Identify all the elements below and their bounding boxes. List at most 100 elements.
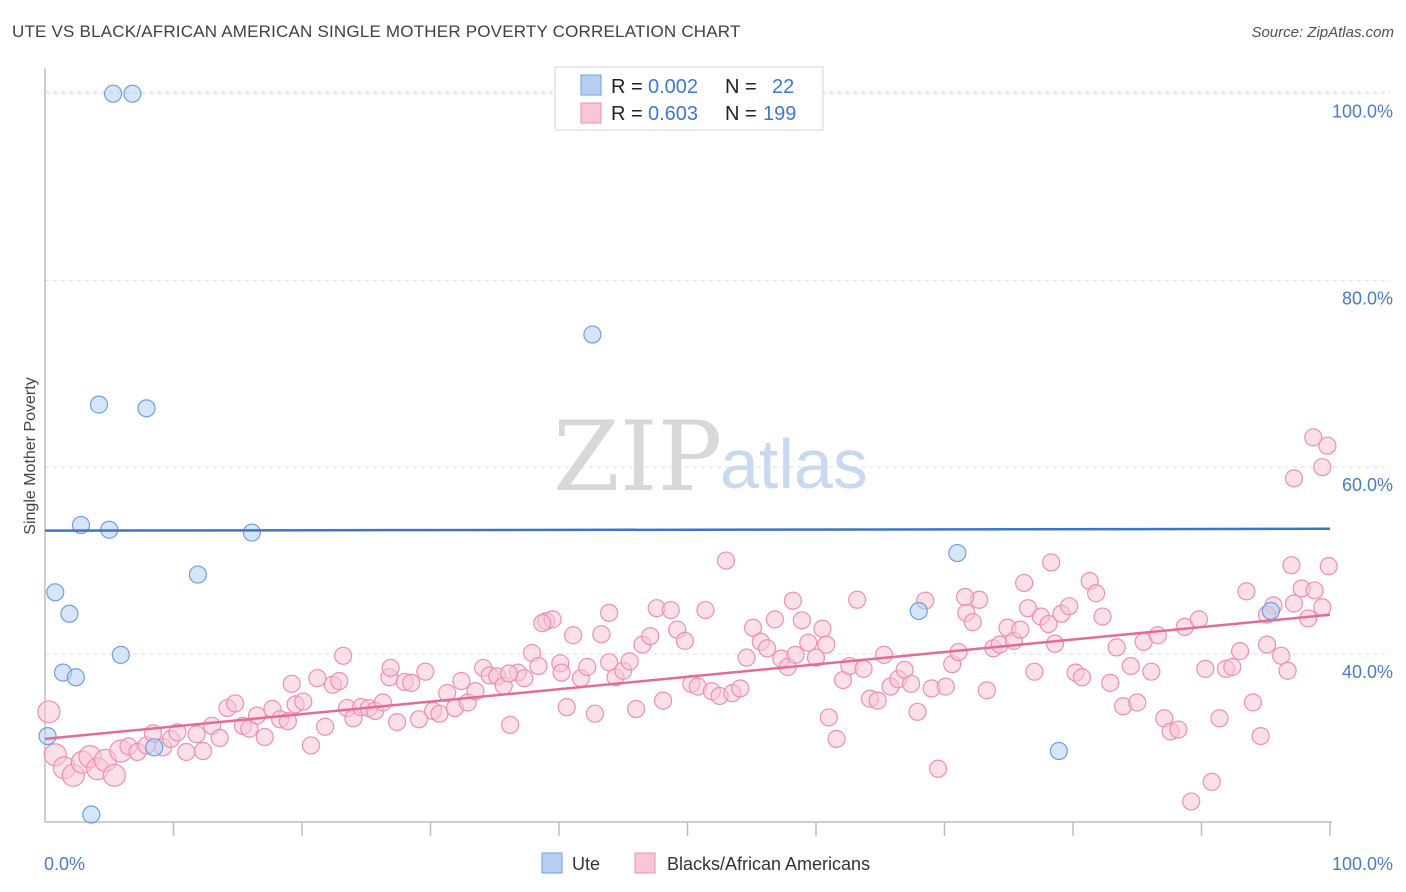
legend-r-label-blacks: R = [611,103,643,125]
blacks-point-189 [955,587,975,607]
ute-point-21 [82,805,101,824]
blacks-point-182 [1304,428,1323,447]
blacks-point-35 [316,717,335,736]
legend-swatch-blacks [580,102,602,124]
ute-point-13 [66,668,85,687]
blacks-point-187 [1015,573,1034,593]
blacks-point-65 [529,656,548,676]
legend-r-label-ute: R = [611,76,643,98]
blacks-point-32 [294,692,313,711]
legend-bottom-label-ute: Ute [572,854,600,874]
blacks-point-190 [783,591,802,610]
legend-n-value-ute: 22 [772,76,794,98]
blacks-point-168 [1237,582,1256,601]
blacks-point-73 [585,704,605,723]
blacks-point-112 [854,659,873,678]
blacks-point-163 [1202,772,1221,791]
blacks-point-79 [626,699,646,719]
blacks-point-181 [1284,469,1304,488]
ute-point-3 [583,325,602,344]
legend-bottom-swatch-ute [541,852,563,874]
legend-bottom-swatch-blacks [634,852,656,874]
ute-point-16 [145,738,164,757]
y-tick-labels: 40.0% 60.0% 80.0% 100.0% [1332,102,1393,682]
blacks-point-81 [641,627,660,646]
blacks-point-149 [1107,638,1126,657]
blacks-point-17 [177,742,196,762]
ute-point-19 [1049,741,1068,761]
source-label: Source: ZipAtlas.com [1251,24,1394,41]
chart-title: UTE VS BLACK/AFRICAN AMERICAN SINGLE MOT… [12,22,741,41]
y-tick-label-100: 100.0% [1332,102,1393,122]
blacks-point-194 [282,674,301,693]
blacks-point-197 [533,614,552,633]
blacks-point-49 [416,662,435,681]
blacks-point-63 [515,669,534,688]
blacks-point-48 [409,710,429,729]
ute-point-20 [1261,601,1280,621]
blacks-point-98 [758,639,777,658]
blacks-point-142 [1060,597,1079,616]
legend-top: R = 0.002 N = 22 R = 0.603 N = 199 [554,66,824,131]
legend-n-label-ute: N = [725,76,757,98]
blacks-point-196 [552,663,571,682]
blacks-point-21 [210,728,229,748]
blacks-point-183 [1313,458,1332,477]
blacks-point-86 [675,631,695,650]
blacks-point-185 [1282,556,1301,575]
blacks-point-115 [875,645,894,664]
blacks-point-94 [731,679,750,698]
blacks-point-111 [848,590,867,609]
blacks-point-89 [696,600,715,620]
legend-n-label-blacks: N = [725,103,757,125]
blacks-point-37 [330,671,349,691]
blacks-point-175 [1284,594,1304,613]
blacks-point-174 [1278,661,1297,680]
blacks-point-152 [1128,693,1147,712]
y-tick-label-40: 40.0% [1342,662,1393,682]
blacks-point-95 [737,648,756,667]
x-ticks [172,822,1331,836]
blacks-point-47 [402,673,421,692]
blacks-point-162 [1196,659,1215,678]
blacks-point-33 [301,736,321,755]
blacks-point-43 [373,693,393,712]
blacks-point-146 [1087,584,1106,603]
ute-point-17 [948,543,967,563]
blacks-point-144 [1072,668,1092,687]
ute-point-6 [71,515,91,535]
blacks-point-192 [334,646,353,665]
blacks-point-61 [501,715,520,734]
y-tick-label-60: 60.0% [1342,475,1393,495]
gridlines [45,91,1390,655]
blacks-point-56 [466,682,485,701]
blacks-point-170 [1251,726,1270,746]
blacks-point-92 [716,551,736,570]
watermark: ZIP atlas [553,401,868,513]
blacks-point-120 [908,702,927,721]
blacks-point-99 [765,610,784,629]
blacks-point-184 [1318,436,1337,455]
blacks-point-147 [1093,607,1112,626]
blacks-point-103 [792,611,811,630]
legend-r-value-blacks: 0.603 [648,103,698,125]
blacks-point-164 [1210,709,1229,728]
blacks-point-178 [1305,581,1324,600]
blacks-point-107 [819,708,838,727]
watermark-zip: ZIP [553,401,722,513]
blacks-point-18 [187,725,206,744]
blacks-point-23 [226,694,245,713]
ute-point-18 [909,601,928,621]
blacks-point-198 [499,664,518,683]
blacks-point-84 [661,600,680,620]
blacks-point-105 [806,648,826,667]
blacks-point-54 [452,671,471,691]
blacks-point-106 [813,619,832,638]
blacks-point-167 [1230,642,1250,661]
ute-point-1 [123,84,142,103]
blacks-point-160 [1182,792,1201,811]
blacks-point-151 [1121,656,1140,676]
blacks-point-102 [786,645,805,664]
blacks-point-26 [247,706,267,725]
series-blacks-points [37,428,1338,811]
